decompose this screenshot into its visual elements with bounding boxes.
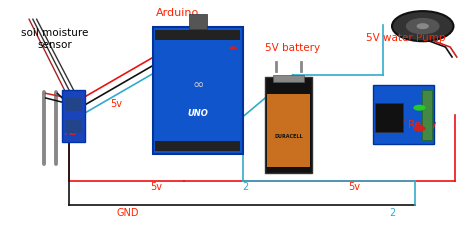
Circle shape (413, 126, 426, 132)
Bar (62, 90, 85, 142)
Bar (189, 14, 207, 29)
Text: 2: 2 (242, 182, 249, 192)
Text: UNO: UNO (187, 109, 208, 117)
Bar (273, 75, 304, 82)
Bar (65, 120, 82, 133)
Text: 5V battery: 5V battery (265, 43, 320, 53)
Bar (373, 85, 434, 144)
Text: 2: 2 (389, 208, 395, 218)
Text: DURACELL: DURACELL (274, 134, 303, 139)
Circle shape (413, 105, 426, 111)
Circle shape (417, 23, 429, 29)
Bar (155, 141, 240, 151)
Bar (267, 83, 310, 168)
Circle shape (406, 18, 439, 34)
Text: 5v: 5v (150, 182, 162, 192)
Text: 5v: 5v (110, 99, 122, 109)
Bar (422, 90, 432, 140)
Bar (153, 27, 243, 154)
Text: GND: GND (116, 208, 138, 218)
Text: ∞: ∞ (192, 78, 203, 92)
Text: soil moisture
sensor: soil moisture sensor (21, 28, 89, 50)
Text: 5v: 5v (348, 182, 360, 192)
Text: 5V Relay: 5V Relay (392, 120, 437, 130)
Bar (267, 83, 310, 95)
Text: 5V water Pump: 5V water Pump (366, 33, 446, 43)
Bar (265, 77, 312, 173)
Bar (155, 30, 240, 40)
Circle shape (392, 11, 454, 41)
Text: Arduino: Arduino (156, 8, 200, 18)
Circle shape (229, 46, 237, 50)
Bar (65, 98, 82, 111)
Text: Ao: Ao (64, 127, 77, 137)
Bar (375, 103, 403, 132)
